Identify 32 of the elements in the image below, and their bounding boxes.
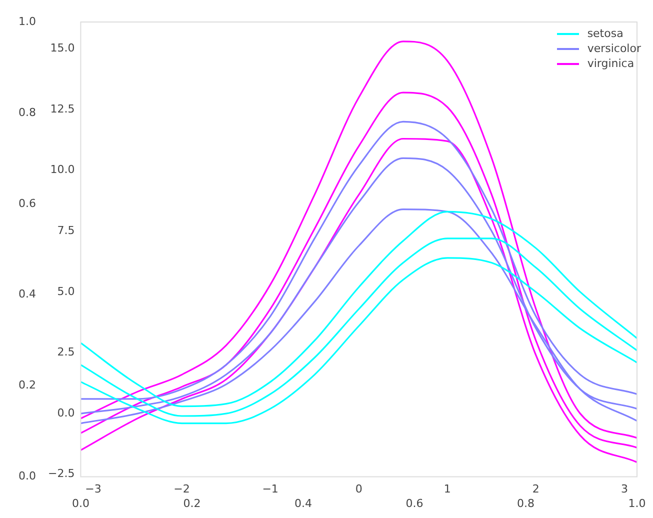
x2-tick-label: 0.4 <box>294 497 312 510</box>
y-tick-label: 2.5 <box>57 346 75 359</box>
legend-label: setosa <box>587 27 624 40</box>
x2-tick-label: 0.2 <box>183 497 201 510</box>
x-tick-label: 1 <box>444 482 451 496</box>
x2-tick-label: 0.0 <box>72 497 90 510</box>
y2-tick-label: 0.6 <box>18 196 36 210</box>
y-tick-label: 5.0 <box>57 284 75 298</box>
x-tick-label: 3 <box>620 482 628 496</box>
y-tick-label: 12.5 <box>50 102 75 116</box>
x-tick-label: −1 <box>262 482 278 496</box>
y2-tick-label: 0.0 <box>18 470 36 483</box>
y2-tick-label: 0.2 <box>18 378 36 392</box>
line-series <box>80 120 637 400</box>
y2-tick-label: 0.4 <box>18 288 36 301</box>
x-tick-label: 0 <box>355 482 362 496</box>
line-series <box>80 138 637 464</box>
legend-label: versicolor <box>587 42 641 55</box>
y-tick-label: 10.0 <box>50 163 75 176</box>
x-tick-label: −3 <box>85 482 102 496</box>
y2-tick-label: 0.8 <box>18 106 36 119</box>
x-tick-label: −2 <box>174 482 190 496</box>
x2-tick-label: 0.6 <box>406 497 424 510</box>
x2-tick-label: 1.0 <box>628 497 646 510</box>
y2-tick-label: 1.0 <box>18 14 36 28</box>
y-tick-label: −2.5 <box>48 467 75 480</box>
y-tick-label: 15.0 <box>50 42 75 55</box>
y-tick-label: 0.0 <box>57 406 75 420</box>
x-tick-label: 2 <box>532 482 540 496</box>
y-tick-label: 7.5 <box>57 224 75 238</box>
x2-tick-label: 0.8 <box>516 497 534 510</box>
legend-label: virginica <box>587 57 634 70</box>
